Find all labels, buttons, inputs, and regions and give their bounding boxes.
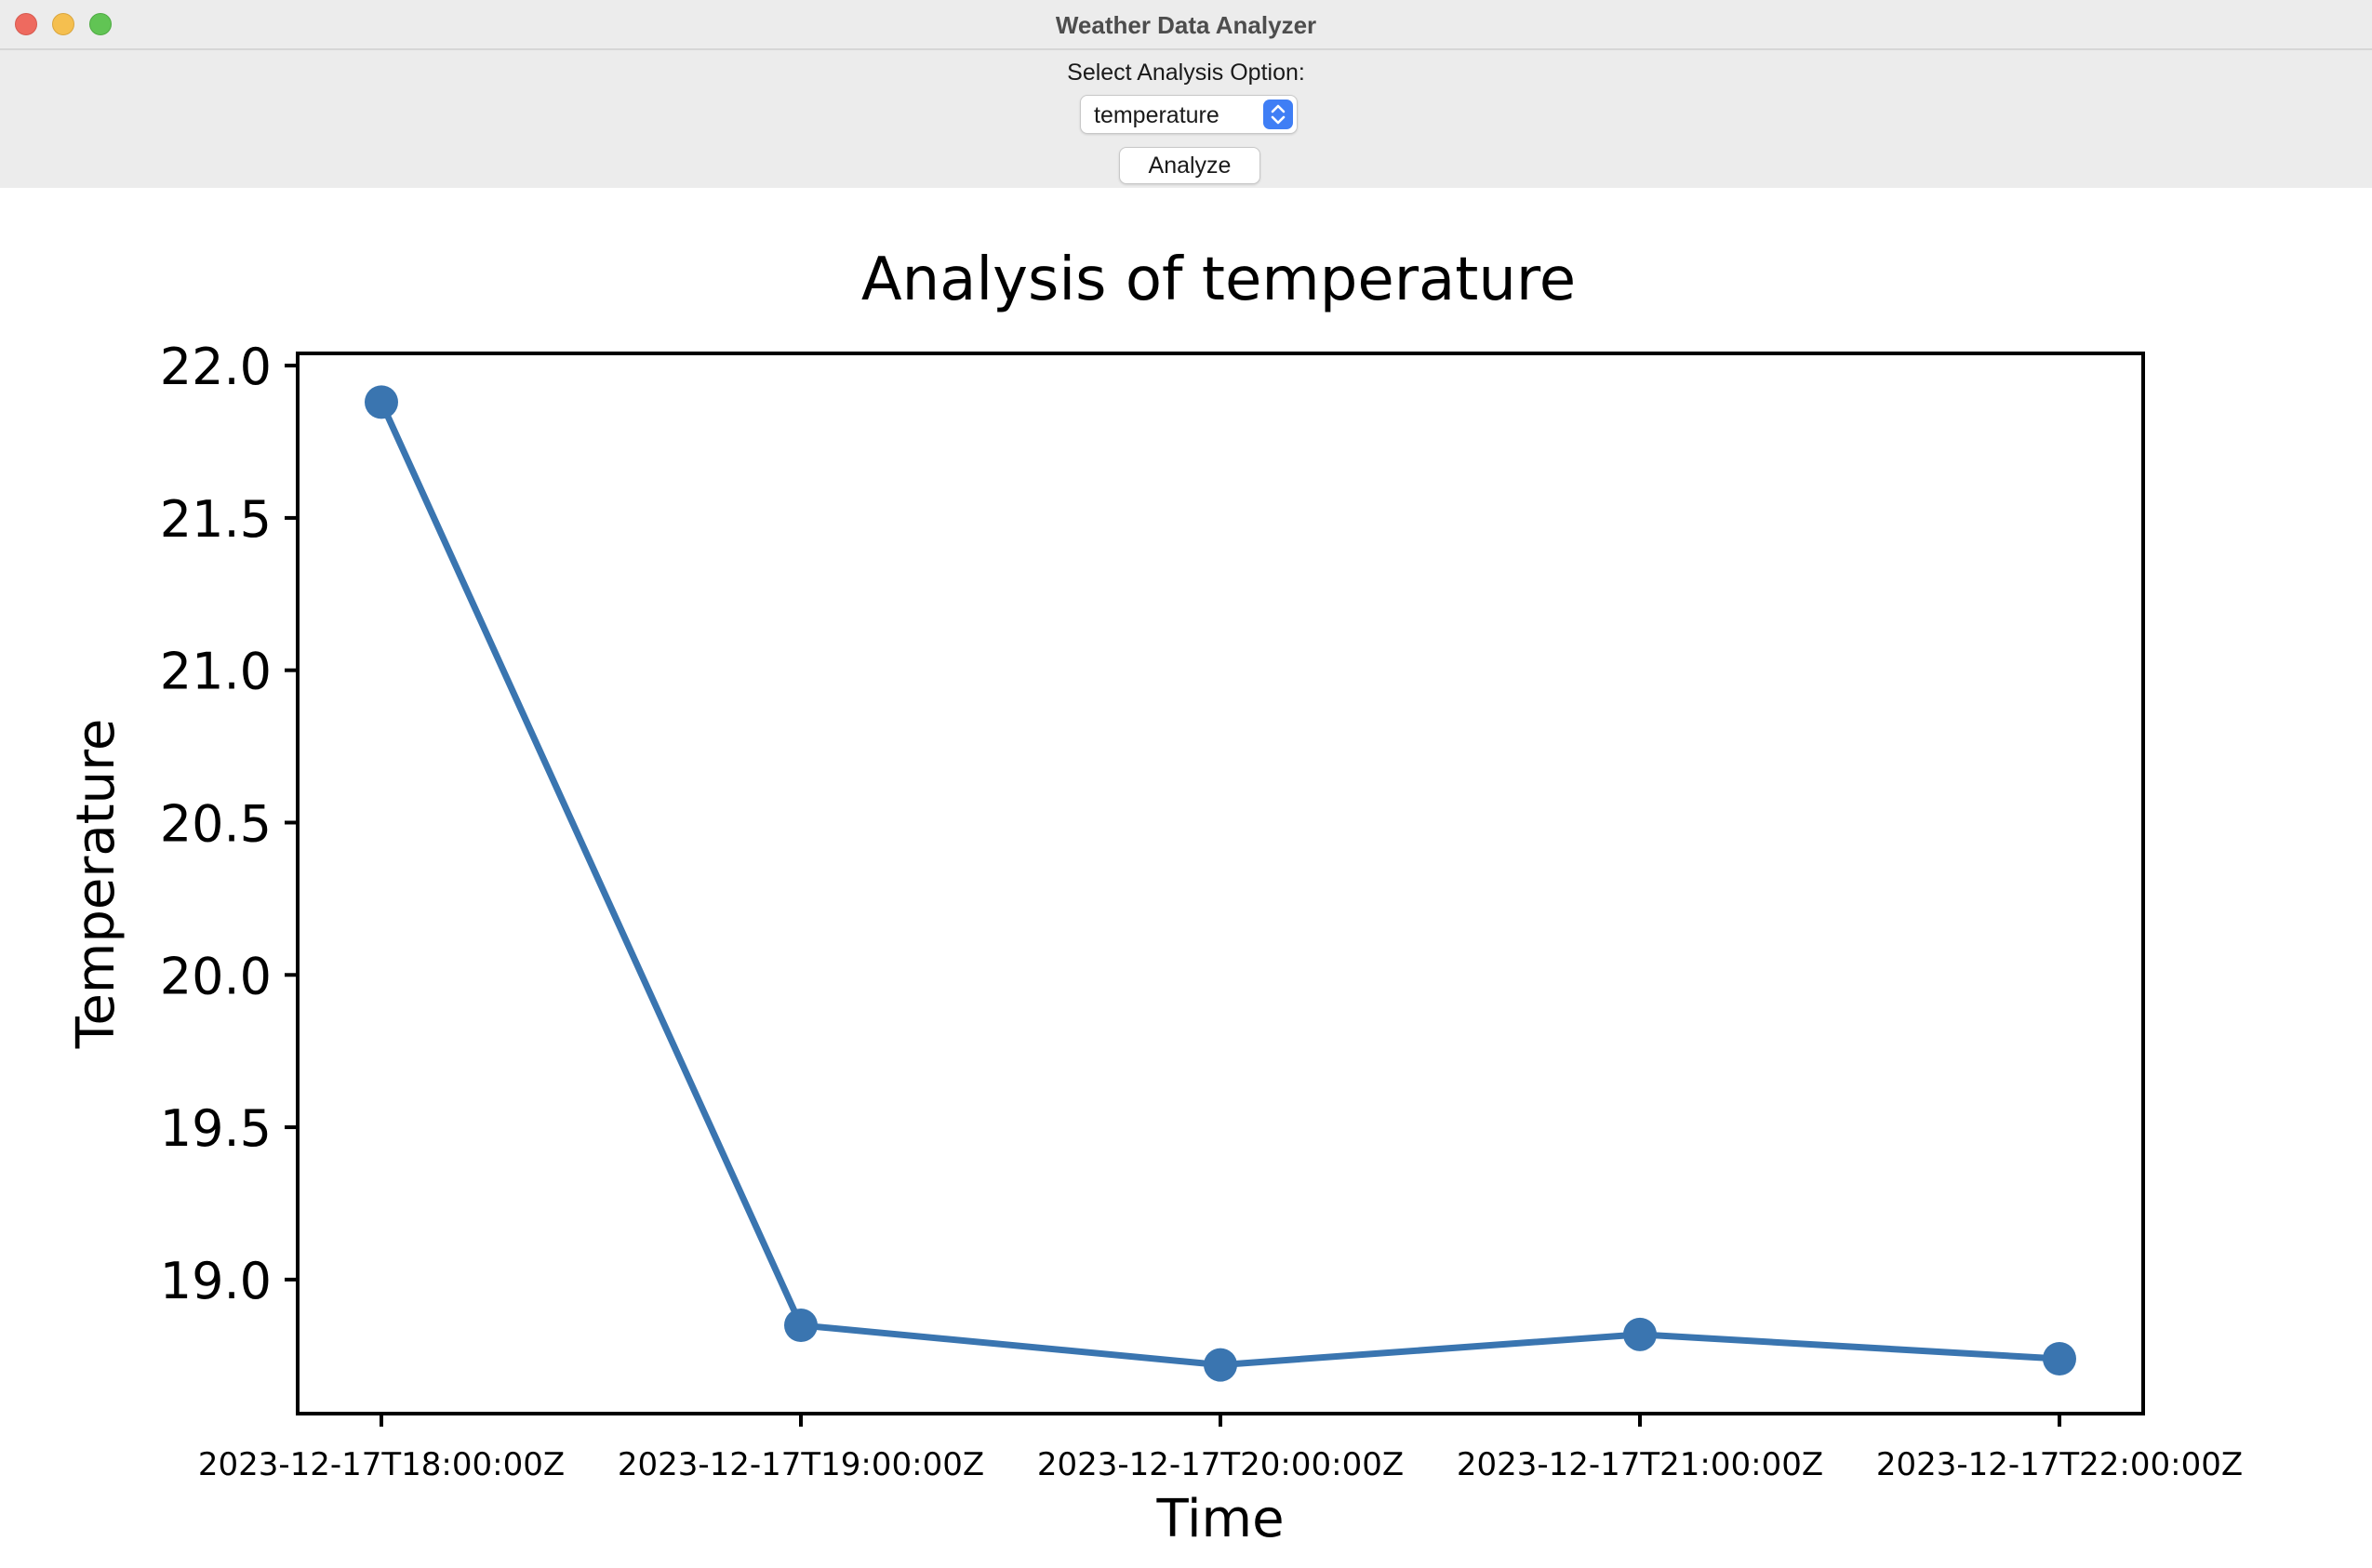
data-point [365, 385, 398, 419]
y-axis: 19.0 19.5 20.0 20.5 21.0 21.5 22.0 [160, 338, 298, 1310]
minimize-window-button[interactable] [52, 13, 74, 35]
y-tick-label: 19.5 [160, 1099, 272, 1158]
y-tick-label: 21.5 [160, 490, 272, 549]
y-tick-label: 20.0 [160, 947, 272, 1005]
y-tick-label: 20.5 [160, 794, 272, 853]
chevron-up-down-icon [1263, 100, 1293, 129]
data-point [784, 1309, 818, 1342]
analyze-button[interactable]: Analyze [1119, 147, 1260, 184]
chart-title: Analysis of temperature [861, 246, 1576, 314]
data-point [2043, 1342, 2076, 1376]
x-tick-label: 2023-12-17T18:00:00Z [198, 1446, 565, 1483]
y-axis-label: Temperature [66, 719, 127, 1050]
analysis-option-select[interactable]: temperature [1080, 95, 1298, 134]
series-line [378, 400, 2060, 1369]
x-tick-label: 2023-12-17T22:00:00Z [1876, 1446, 2243, 1483]
title-bar: Weather Data Analyzer [0, 0, 2372, 50]
x-tick-label: 2023-12-17T20:00:00Z [1037, 1446, 1404, 1483]
zoom-window-button[interactable] [89, 13, 112, 35]
y-tick-label: 22.0 [160, 338, 272, 396]
y-tick-label: 19.0 [160, 1252, 272, 1310]
data-points [365, 385, 2076, 1382]
controls-panel: Select Analysis Option: temperature Anal… [0, 50, 2372, 188]
x-axis: 2023-12-17T18:00:00Z 2023-12-17T19:00:00Z… [198, 1414, 2243, 1483]
analysis-option-value: temperature [1094, 102, 1219, 128]
window-title: Weather Data Analyzer [1055, 11, 1317, 39]
temperature-line-chart: Analysis of temperature 19.0 19.5 20.0 20.5… [66, 246, 2243, 1549]
data-point [1623, 1317, 1657, 1351]
y-tick-label: 21.0 [160, 643, 272, 701]
x-axis-label: Time [1155, 1489, 1284, 1549]
plot-frame [296, 352, 2145, 1415]
data-point [1204, 1348, 1237, 1382]
analysis-option-label: Select Analysis Option: [1067, 60, 1305, 86]
x-tick-label: 2023-12-17T21:00:00Z [1457, 1446, 1823, 1483]
x-tick-label: 2023-12-17T19:00:00Z [618, 1446, 984, 1483]
close-window-button[interactable] [15, 13, 37, 35]
